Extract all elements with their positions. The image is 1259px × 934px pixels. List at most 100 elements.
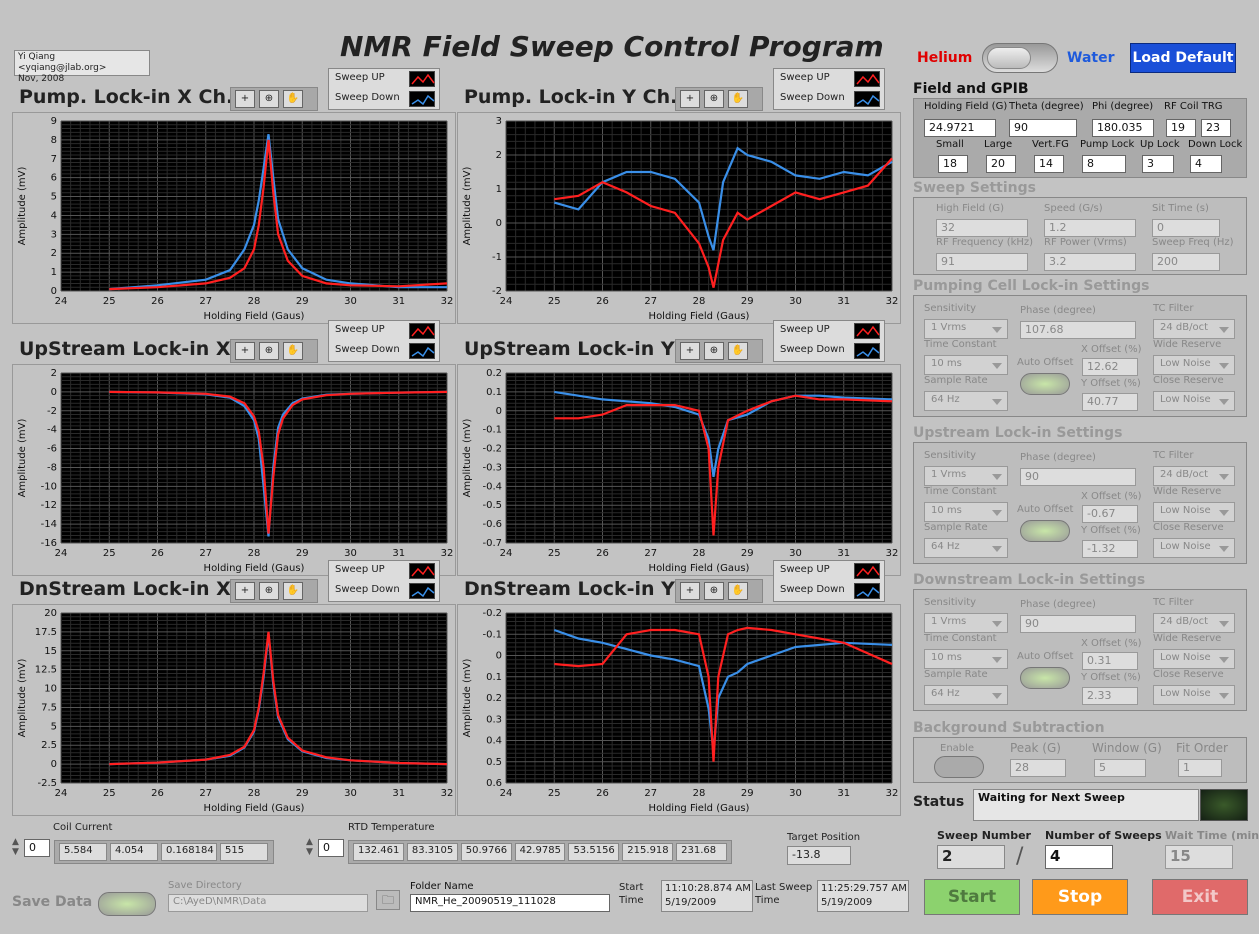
close-reserve-select[interactable]: Low Noise [1153, 538, 1235, 558]
x-offset-input[interactable]: 0.31 [1082, 652, 1138, 670]
graph-palette[interactable]: + ⊕ ✋ [675, 579, 763, 603]
high-field-input[interactable]: 32 [936, 219, 1028, 237]
plot-up-x[interactable]: 24 25 26 27 28 29 30 31 32 2 0 -2 -4 -6 -8 -10 -12 -14 -16… [12, 364, 456, 576]
sensitivity-select[interactable]: 1 Vrms [924, 613, 1008, 633]
x-offset-input[interactable]: -0.67 [1082, 505, 1138, 523]
sample-rate-select[interactable]: 64 Hz [924, 391, 1008, 411]
wide-reserve-select[interactable]: Low Noise [1153, 355, 1235, 375]
browse-folder-icon[interactable]: 🗀 [376, 890, 400, 910]
zoom-icon[interactable]: ⊕ [259, 90, 279, 108]
sample-rate-select[interactable]: 64 Hz [924, 538, 1008, 558]
graph-palette[interactable]: + ⊕ ✋ [230, 339, 318, 363]
time-constant-select[interactable]: 10 ms [924, 502, 1008, 522]
rf-coil-input-2[interactable]: 23 [1201, 119, 1231, 137]
save-data-toggle[interactable] [98, 892, 156, 916]
plot-up-y[interactable]: 24 25 26 27 28 29 30 31 32 0.2 0.1 0 -0.1 -0.2 -0.3 -0.… [457, 364, 901, 576]
zoom-icon[interactable]: ⊕ [704, 582, 724, 600]
wait-time-input[interactable]: 15 [1165, 845, 1233, 869]
sweep-freq-input[interactable]: 200 [1152, 253, 1220, 271]
tc-filter-select[interactable]: 24 dB/oct [1153, 319, 1235, 339]
phase-input[interactable]: 90 [1020, 468, 1136, 486]
load-default-button[interactable]: Load Default [1130, 43, 1236, 73]
mode-toggle-knob [987, 47, 1031, 69]
pan-hand-icon[interactable]: ✋ [283, 90, 303, 108]
tc-filter-select[interactable]: 24 dB/oct [1153, 466, 1235, 486]
pan-hand-icon[interactable]: ✋ [283, 342, 303, 360]
holding-field-input[interactable]: 24.9721 [924, 119, 996, 137]
graph-palette[interactable]: + ⊕ ✋ [675, 87, 763, 111]
mode-toggle-switch[interactable] [982, 43, 1058, 73]
window-input[interactable]: 5 [1094, 759, 1146, 777]
plot-dn-x[interactable]: 24 25 26 27 28 29 30 31 32 20 17.5 15 12.5 10 7.5 5 2.5 0… [12, 604, 456, 816]
pan-hand-icon[interactable]: ✋ [283, 582, 303, 600]
small-input[interactable]: 18 [938, 155, 968, 173]
y-offset-input[interactable]: -1.32 [1082, 540, 1138, 558]
x-tick-label: 25 [548, 788, 561, 799]
zoom-icon[interactable]: ⊕ [704, 342, 724, 360]
save-directory-input[interactable]: C:\AyeD\NMR\Data [168, 894, 368, 912]
crosshair-icon[interactable]: + [680, 90, 700, 108]
coil-current-index-spinner[interactable]: ▲ ▼ 0 [12, 835, 50, 861]
pan-hand-icon[interactable]: ✋ [728, 90, 748, 108]
exit-button[interactable]: Exit [1152, 879, 1248, 915]
zoom-icon[interactable]: ⊕ [704, 90, 724, 108]
x-offset-input[interactable]: 12.62 [1082, 358, 1138, 376]
pan-hand-icon[interactable]: ✋ [728, 342, 748, 360]
phase-input[interactable]: 90 [1020, 615, 1136, 633]
rf-frequency-input[interactable]: 91 [936, 253, 1028, 271]
number-of-sweeps-input[interactable]: 4 [1045, 845, 1113, 869]
plot-pump-y[interactable]: 24 25 26 27 28 29 30 31 32 3 2 1 0 -1 -2 Holding Field … [457, 112, 901, 324]
down-lock-input[interactable]: 4 [1190, 155, 1222, 173]
rf-coil-input-1[interactable]: 19 [1166, 119, 1196, 137]
crosshair-icon[interactable]: + [680, 342, 700, 360]
crosshair-icon[interactable]: + [680, 582, 700, 600]
pan-hand-icon[interactable]: ✋ [728, 582, 748, 600]
phase-input[interactable]: 107.68 [1020, 321, 1136, 339]
auto-offset-button[interactable] [1020, 520, 1070, 542]
tc-filter-select[interactable]: 24 dB/oct [1153, 613, 1235, 633]
folder-name-input[interactable]: NMR_He_20090519_111028 [410, 894, 610, 912]
stop-button[interactable]: Stop [1032, 879, 1128, 915]
y-tick-label: -0.2 [482, 608, 502, 619]
sample-rate-select[interactable]: 64 Hz [924, 685, 1008, 705]
crosshair-icon[interactable]: + [235, 90, 255, 108]
graph-palette[interactable]: + ⊕ ✋ [230, 579, 318, 603]
graph-palette[interactable]: + ⊕ ✋ [230, 87, 318, 111]
vert-fg-input[interactable]: 14 [1034, 155, 1064, 173]
sit-time-input[interactable]: 0 [1152, 219, 1220, 237]
fit-order-input[interactable]: 1 [1178, 759, 1222, 777]
y-offset-input[interactable]: 40.77 [1082, 393, 1138, 411]
plot-pump-x[interactable]: 24 25 26 27 28 29 30 31 32 9 8 7 6 5 4 3 2 1 0 Holding Fiel… [12, 112, 456, 324]
enable-toggle[interactable] [934, 756, 984, 778]
time-constant-select[interactable]: 10 ms [924, 355, 1008, 375]
graph-palette[interactable]: + ⊕ ✋ [675, 339, 763, 363]
crosshair-icon[interactable]: + [235, 582, 255, 600]
y-offset-input[interactable]: 2.33 [1082, 687, 1138, 705]
large-input[interactable]: 20 [986, 155, 1016, 173]
wide-reserve-select[interactable]: Low Noise [1153, 502, 1235, 522]
sensitivity-select[interactable]: 1 Vrms [924, 319, 1008, 339]
auto-offset-button[interactable] [1020, 667, 1070, 689]
close-reserve-select[interactable]: Low Noise [1153, 391, 1235, 411]
speed-input[interactable]: 1.2 [1044, 219, 1136, 237]
rf-power-input[interactable]: 3.2 [1044, 253, 1136, 271]
theta-input[interactable]: 90 [1009, 119, 1077, 137]
crosshair-icon[interactable]: + [235, 342, 255, 360]
rtd-index-spinner[interactable]: ▲ ▼ 0 [306, 835, 346, 861]
start-button[interactable]: Start [924, 879, 1020, 915]
time-constant-select[interactable]: 10 ms [924, 649, 1008, 669]
peak-input[interactable]: 28 [1010, 759, 1066, 777]
auto-offset-button[interactable] [1020, 373, 1070, 395]
wide-reserve-select[interactable]: Low Noise [1153, 649, 1235, 669]
up-lock-input[interactable]: 3 [1142, 155, 1174, 173]
x-axis-label: Holding Field (Gaus) [649, 803, 750, 814]
close-reserve-select[interactable]: Low Noise [1153, 685, 1235, 705]
pump-lock-input[interactable]: 8 [1082, 155, 1126, 173]
zoom-icon[interactable]: ⊕ [259, 342, 279, 360]
phi-input[interactable]: 180.035 [1092, 119, 1154, 137]
plot-dn-y[interactable]: 24 25 26 27 28 29 30 31 32 -0.2 -0.1 0 0.1 0.2 0.3 0.4 0… [457, 604, 901, 816]
sensitivity-select[interactable]: 1 Vrms [924, 466, 1008, 486]
zoom-icon[interactable]: ⊕ [259, 582, 279, 600]
last-sweep-time-display: 11:25:29.757 AM 5/19/2009 [817, 880, 909, 912]
y-tick-label: -0.5 [482, 500, 502, 511]
